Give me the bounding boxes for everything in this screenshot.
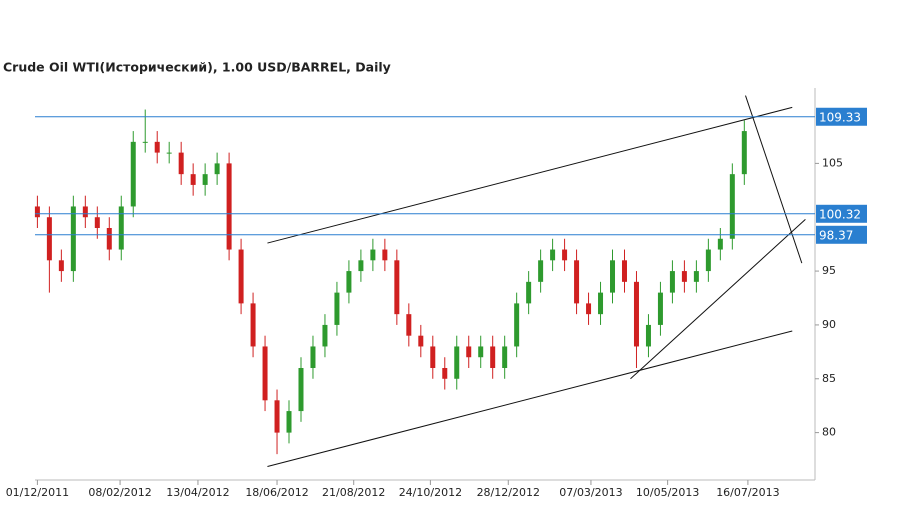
x-tick-label: 24/10/2012	[399, 486, 462, 499]
candle-body	[693, 271, 699, 282]
candle-body	[382, 249, 388, 261]
x-tick-label: 21/08/2012	[322, 486, 385, 499]
level-label-box	[816, 204, 867, 223]
candle-body	[454, 346, 460, 379]
candle-body	[514, 303, 520, 347]
y-tick-label: 90	[822, 318, 836, 331]
candle-body	[681, 271, 687, 282]
y-tick-label: 95	[822, 264, 836, 277]
candle-body	[418, 335, 424, 347]
candle-body	[442, 368, 448, 379]
candle-body	[154, 141, 160, 153]
x-tick-label: 07/03/2013	[559, 486, 622, 499]
x-tick-label: 13/04/2012	[166, 486, 229, 499]
candle-body	[598, 292, 604, 315]
candle-body	[729, 174, 735, 239]
candle-body	[394, 260, 400, 315]
candle-body	[70, 206, 76, 272]
candle-body	[190, 174, 196, 185]
y-tick-label: 80	[822, 426, 836, 439]
y-tick-label: 105	[822, 156, 843, 169]
candle-body	[430, 346, 436, 368]
y-tick-label: 85	[822, 372, 836, 385]
candle-body	[741, 131, 747, 175]
candle-body	[550, 249, 556, 261]
candle-body	[621, 260, 627, 282]
candle-body	[466, 346, 472, 358]
x-tick-label: 10/05/2013	[636, 486, 699, 499]
trend-line	[267, 330, 793, 468]
candle-body	[82, 206, 88, 218]
candle-body	[657, 292, 663, 325]
candle-body	[298, 368, 304, 412]
candle-body	[202, 174, 208, 185]
candle-body	[58, 260, 64, 272]
candle-body	[238, 249, 244, 304]
candle-body	[562, 249, 568, 261]
candle-body	[130, 141, 136, 207]
candle-body	[142, 141, 148, 143]
candle-body	[166, 152, 172, 154]
candle-body	[274, 400, 280, 433]
x-tick-label: 08/02/2012	[88, 486, 151, 499]
x-tick-label: 28/12/2012	[477, 486, 540, 499]
candle-body	[34, 206, 40, 218]
candle-body	[346, 271, 352, 293]
x-tick-label: 18/06/2012	[245, 486, 308, 499]
trend-line	[745, 95, 803, 264]
candle-body	[705, 249, 711, 272]
candle-body	[478, 346, 484, 358]
candle-body	[178, 152, 184, 175]
candle-body	[46, 217, 52, 261]
candle-body	[610, 260, 616, 293]
x-tick-label: 01/12/2011	[6, 486, 69, 499]
candle-body	[322, 324, 328, 347]
trend-line	[630, 219, 806, 380]
candle-body	[262, 346, 268, 401]
candle-body	[406, 314, 412, 336]
candle-body	[358, 260, 364, 272]
chart-title: Crude Oil WTI(Исторический), 1.00 USD/BA…	[3, 60, 391, 75]
x-tick-label: 16/07/2013	[716, 486, 779, 499]
candle-body	[370, 249, 376, 261]
candle-body	[538, 260, 544, 282]
candle-body	[118, 206, 124, 250]
candle-body	[106, 228, 112, 250]
candle-body	[586, 303, 592, 315]
candle-body	[310, 346, 316, 368]
candle-body	[502, 346, 508, 368]
level-label-box	[816, 225, 867, 244]
candle-body	[250, 303, 256, 347]
candle-body	[286, 411, 292, 433]
level-label-box	[816, 107, 867, 126]
level-label: 100.32	[819, 207, 861, 221]
candle-body	[717, 238, 723, 250]
candle-body	[334, 292, 340, 325]
trend-line	[267, 106, 793, 244]
candle-body	[226, 163, 232, 250]
candle-body	[574, 260, 580, 304]
candle-body	[490, 346, 496, 368]
candle-body	[669, 271, 675, 293]
candle-body	[94, 217, 100, 228]
candle-body	[214, 163, 220, 175]
level-label: 98.37	[819, 228, 853, 242]
candle-body	[526, 281, 532, 304]
candle-body	[645, 324, 651, 347]
candle-body	[633, 281, 639, 347]
level-label: 109.33	[819, 110, 861, 124]
